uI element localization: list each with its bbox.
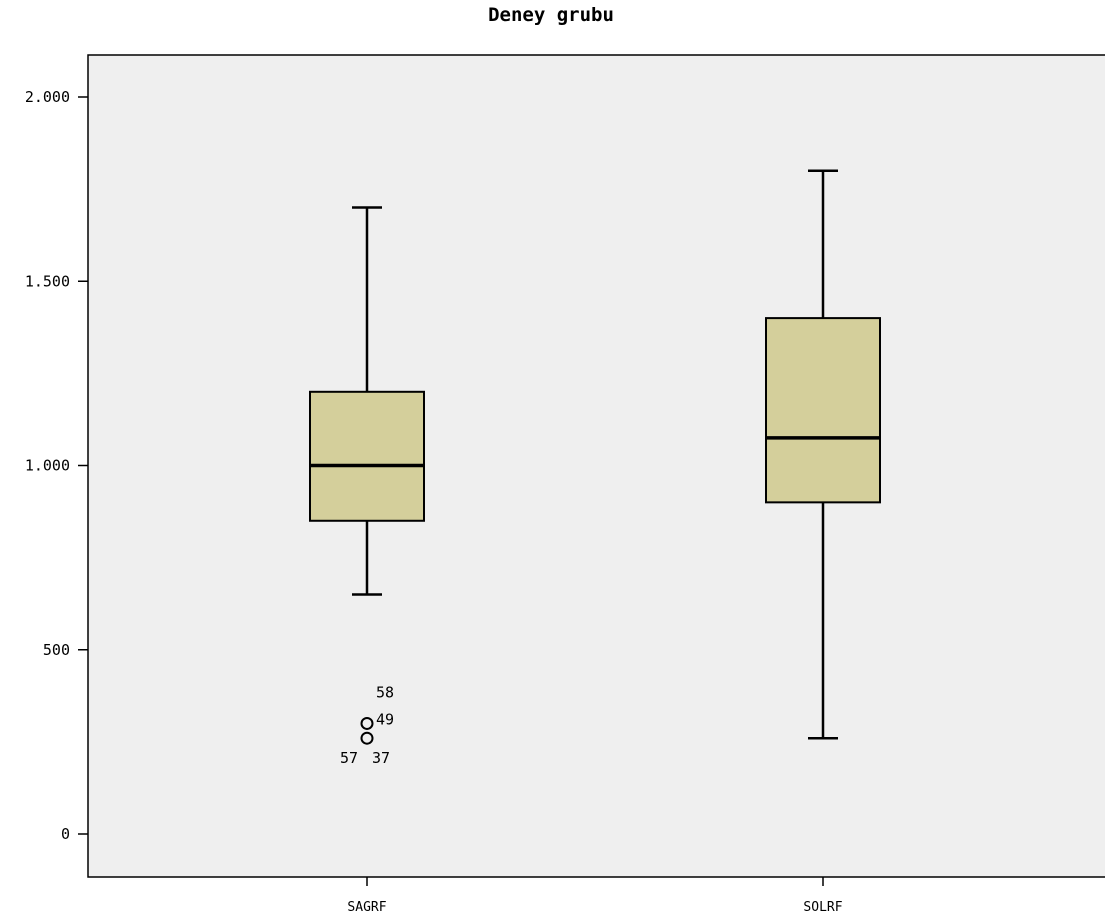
box-series: 49 58 57 37 <box>309 169 881 767</box>
y-tick-label: 2.000 <box>25 88 70 106</box>
y-tick-label: 1.000 <box>25 457 70 475</box>
outlier-label: 58 <box>376 683 394 701</box>
plot-area <box>87 54 1105 878</box>
box-group-sagrf: 49 58 57 37 <box>309 206 425 767</box>
outlier-point <box>360 716 374 730</box>
x-tick-label: SOLRF <box>803 900 842 915</box>
x-axis: SAGRF SOLRF <box>347 877 843 915</box>
outlier-label: 49 <box>376 710 394 728</box>
y-tick-label: 0 <box>61 825 70 843</box>
x-tick-label: SAGRF <box>347 900 386 915</box>
outlier-label: 57 <box>340 749 358 767</box>
y-tick-label: 500 <box>43 641 70 659</box>
chart-title: Deney grubu <box>488 4 614 26</box>
iqr-box <box>765 317 881 504</box>
y-axis: 0 500 1.000 1.500 2.000 <box>25 88 88 843</box>
outlier-point <box>360 731 374 745</box>
outlier-label: 37 <box>372 749 390 767</box>
y-tick-label: 1.500 <box>25 272 70 290</box>
box-group-solrf <box>765 169 881 740</box>
iqr-box <box>309 390 425 522</box>
